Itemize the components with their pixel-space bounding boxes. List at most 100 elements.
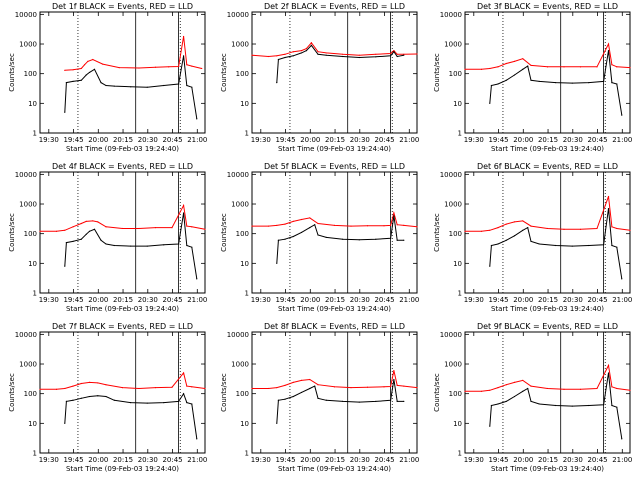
data-point [102, 63, 104, 65]
data-point [513, 60, 516, 62]
y-tick-label: 1000 [444, 361, 462, 369]
data-point [607, 364, 610, 366]
x-tick-label: 20:30 [138, 456, 158, 464]
data-point [396, 53, 398, 55]
data-point [621, 278, 623, 280]
data-point [85, 233, 87, 235]
y-tick-label: 10000 [227, 171, 249, 179]
data-point [342, 400, 344, 402]
x-tick-label: 21:00 [187, 456, 207, 464]
data-point [607, 372, 610, 374]
data-point [480, 390, 483, 392]
x-tick-label: 20:30 [350, 296, 370, 304]
x-tick-label: 20:00 [88, 136, 108, 144]
chart-title: Det 7f BLACK = Events, RED = LLD [52, 322, 193, 331]
y-tick-label: 10 [453, 260, 462, 268]
x-tick-label: 19:45 [488, 456, 508, 464]
x-tick-label: 21:00 [399, 136, 419, 144]
data-point [309, 387, 311, 390]
y-tick-label: 10 [240, 260, 249, 268]
data-point [305, 48, 308, 50]
series-line [64, 392, 198, 439]
x-tick-label: 19:30 [464, 136, 484, 144]
data-point [276, 55, 278, 57]
x-tick-label: 19:30 [251, 456, 271, 464]
y-tick-label: 100 [236, 70, 249, 78]
data-point [154, 387, 157, 389]
data-point [64, 111, 66, 113]
data-point [325, 54, 327, 56]
data-point [317, 51, 319, 53]
data-point [555, 404, 557, 407]
data-point [393, 51, 395, 53]
x-axis-label: Start Time (09-Feb-03 19:24:40) [66, 465, 179, 473]
data-point [251, 54, 253, 56]
data-point [186, 84, 188, 87]
data-point [64, 265, 66, 267]
x-tick-label: 20:30 [350, 136, 370, 144]
data-point [480, 68, 483, 70]
x-tick-label: 21:00 [399, 456, 419, 464]
chart-panel: Det 9f BLACK = Events, RED = LLD 1 10 100 10… [433, 322, 632, 473]
data-point [629, 389, 631, 391]
data-point [607, 43, 610, 45]
x-tick-label: 20:30 [563, 296, 583, 304]
x-tick-label: 21:00 [612, 136, 632, 144]
data-point [393, 49, 395, 52]
data-point [292, 381, 294, 383]
data-point [138, 67, 140, 69]
y-tick-label: 100 [24, 390, 37, 398]
x-axis-label: Start Time (09-Feb-03 19:24:40) [491, 465, 604, 473]
data-point [163, 84, 165, 87]
series-line [276, 44, 404, 83]
data-point [611, 404, 613, 407]
x-tick-label: 19:45 [488, 296, 508, 304]
x-tick-label: 20:15 [538, 136, 558, 144]
data-point [317, 397, 319, 399]
data-point [64, 69, 66, 71]
series-line [465, 42, 631, 70]
series-line [40, 371, 206, 390]
x-tick-label: 19:45 [275, 456, 295, 464]
data-point [251, 387, 253, 390]
data-point [390, 385, 392, 388]
plot-frame [464, 331, 631, 454]
x-tick-label: 20:30 [138, 296, 158, 304]
y-tick-label: 1 [33, 290, 37, 298]
data-point [596, 227, 598, 230]
data-point [113, 244, 115, 247]
data-point [546, 227, 549, 230]
data-point [113, 399, 115, 401]
x-tick-label: 20:00 [300, 296, 320, 304]
data-point [530, 225, 532, 227]
data-point [191, 65, 193, 67]
x-tick-label: 21:00 [187, 136, 207, 144]
data-point [489, 389, 491, 391]
data-point [342, 53, 344, 55]
data-point [403, 54, 405, 56]
data-point [464, 390, 466, 392]
x-tick-label: 20:45 [374, 136, 394, 144]
data-point [87, 60, 89, 62]
chart-panel: Det 1f BLACK = Events, RED = LLD 1 10 100 10… [8, 2, 207, 153]
data-point [629, 67, 631, 69]
x-tick-label: 20:45 [587, 456, 607, 464]
data-point [80, 67, 82, 70]
data-point [513, 74, 516, 76]
data-point [80, 79, 82, 81]
y-tick-label: 10 [28, 260, 37, 268]
data-point [284, 384, 286, 387]
data-point [277, 399, 279, 401]
y-tick-label: 100 [24, 230, 37, 238]
data-point [563, 388, 565, 390]
data-point [146, 245, 148, 247]
data-point [505, 79, 507, 81]
data-point [196, 438, 198, 440]
data-point [292, 55, 294, 57]
y-tick-label: 1 [458, 130, 462, 138]
data-point [317, 234, 319, 236]
data-point [513, 221, 516, 223]
data-point [277, 58, 279, 61]
data-point [292, 395, 294, 398]
